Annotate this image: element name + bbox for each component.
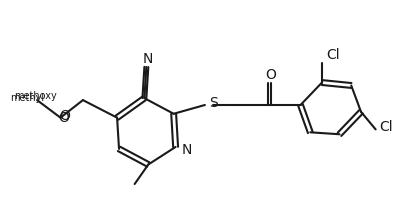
Text: Cl: Cl: [380, 120, 393, 134]
Text: O: O: [265, 68, 276, 82]
Text: S: S: [209, 96, 218, 110]
Text: Cl: Cl: [326, 48, 340, 62]
Text: N: N: [182, 143, 192, 157]
Text: methoxy: methoxy: [14, 91, 57, 101]
Text: O: O: [58, 111, 69, 125]
Text: N: N: [142, 52, 152, 66]
Text: O: O: [59, 109, 70, 123]
Text: methyl: methyl: [10, 93, 44, 103]
